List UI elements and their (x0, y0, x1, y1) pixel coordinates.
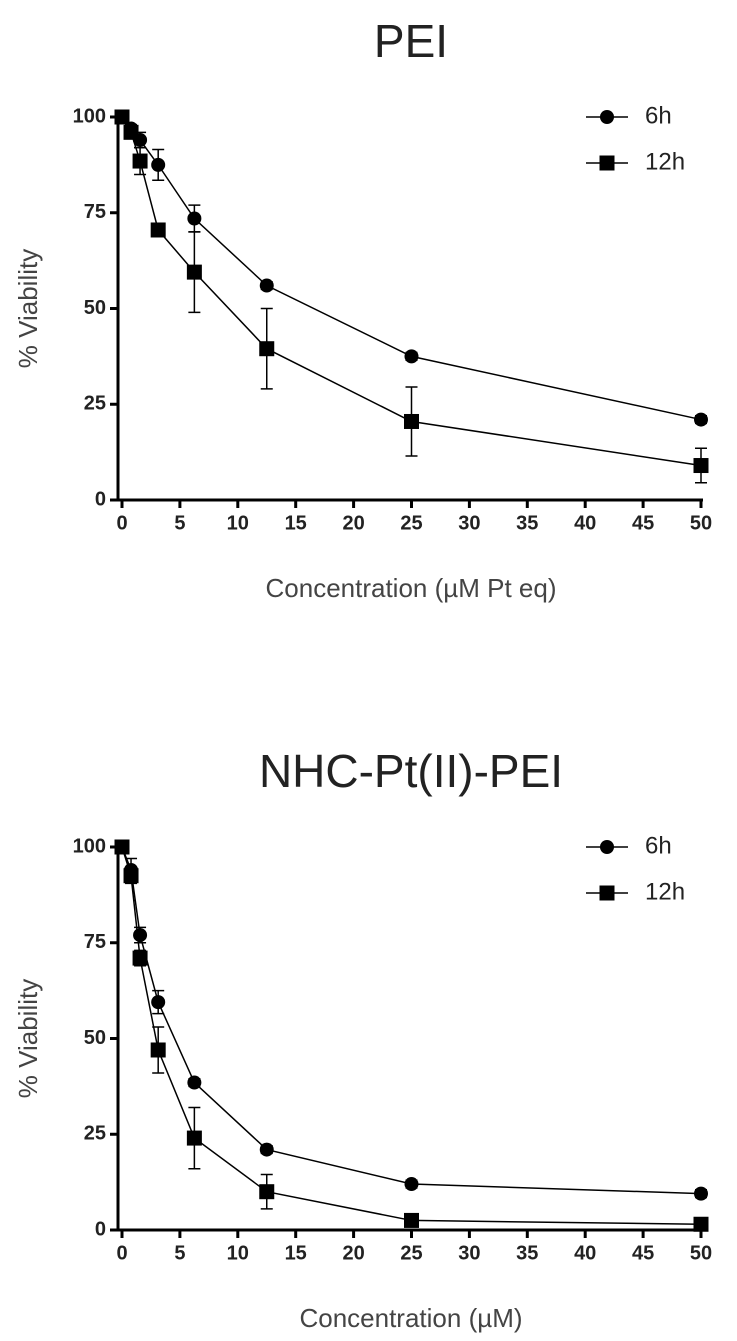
marker (187, 211, 202, 226)
legend-label: 12h (645, 878, 685, 905)
x-tick-label: 5 (174, 512, 185, 534)
marker (132, 153, 148, 169)
marker (151, 157, 166, 172)
x-tick-label: 0 (116, 512, 127, 534)
chart-title: NHC-Pt(II)-PEI (259, 745, 563, 797)
marker (404, 1177, 419, 1192)
chart-title: PEI (374, 15, 448, 67)
marker (114, 839, 130, 855)
y-tick-label: 0 (95, 488, 106, 510)
marker (150, 1042, 166, 1058)
legend-label: 6h (645, 832, 672, 859)
marker (187, 1075, 202, 1090)
y-axis-label: % Viability (13, 249, 43, 368)
y-tick-label: 75 (84, 931, 106, 953)
x-tick-label: 45 (632, 512, 654, 534)
x-tick-label: 15 (285, 1242, 307, 1264)
y-tick-label: 25 (84, 393, 106, 415)
marker (694, 412, 708, 427)
marker (123, 124, 139, 140)
marker (259, 341, 275, 357)
y-tick-label: 100 (73, 835, 106, 857)
y-tick-label: 50 (84, 297, 106, 319)
series-line (121, 846, 702, 1226)
x-tick-label: 15 (285, 512, 307, 534)
x-tick-label: 5 (174, 1242, 185, 1264)
marker (259, 1142, 274, 1157)
marker (404, 413, 419, 429)
marker (404, 1212, 419, 1228)
marker (186, 264, 202, 280)
x-tick-label: 30 (458, 1242, 480, 1264)
x-tick-label: 25 (400, 512, 422, 534)
marker (186, 1130, 202, 1146)
marker (693, 458, 709, 474)
y-tick-label: 0 (95, 1218, 106, 1240)
marker (123, 868, 139, 884)
x-tick-label: 50 (690, 512, 712, 534)
x-tick-label: 35 (516, 512, 538, 534)
marker (133, 928, 148, 943)
y-tick-label: 100 (73, 105, 106, 127)
legend-label: 12h (645, 148, 685, 175)
legend-marker (600, 110, 614, 124)
y-axis-label: % Viability (13, 979, 43, 1098)
marker (694, 1186, 708, 1201)
legend-marker (600, 840, 614, 854)
legend-marker (599, 885, 615, 901)
marker (132, 950, 148, 966)
marker (259, 1184, 275, 1200)
y-tick-label: 75 (84, 201, 106, 223)
legend-marker (599, 155, 615, 171)
x-tick-label: 40 (574, 1242, 596, 1264)
legend-label: 6h (645, 102, 672, 129)
x-tick-label: 10 (227, 512, 249, 534)
x-axis-label: Concentration (µM) (299, 1303, 522, 1333)
x-axis-label: Concentration (µM Pt eq) (266, 573, 557, 603)
x-tick-label: 40 (574, 512, 596, 534)
x-tick-label: 20 (342, 512, 364, 534)
x-tick-label: 0 (116, 1242, 127, 1264)
y-tick-label: 25 (84, 1123, 106, 1145)
marker (150, 222, 166, 238)
marker (114, 109, 130, 125)
x-tick-label: 20 (342, 1242, 364, 1264)
marker (151, 995, 166, 1010)
x-tick-label: 50 (690, 1242, 712, 1264)
y-tick-label: 50 (84, 1027, 106, 1049)
x-tick-label: 10 (227, 1242, 249, 1264)
marker (404, 349, 419, 364)
x-tick-label: 25 (400, 1242, 422, 1264)
marker (693, 1216, 709, 1232)
x-tick-label: 30 (458, 512, 480, 534)
x-tick-label: 45 (632, 1242, 654, 1264)
x-tick-label: 35 (516, 1242, 538, 1264)
marker (259, 278, 274, 293)
